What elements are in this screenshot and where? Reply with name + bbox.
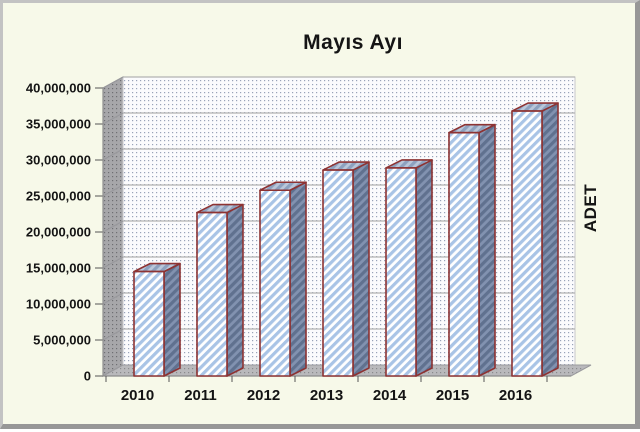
bar-2015 xyxy=(449,133,479,376)
x-tick-label: 2014 xyxy=(373,387,407,404)
x-tick-label: 2010 xyxy=(121,387,154,404)
y-tick-label: 25,000,000 xyxy=(26,189,91,204)
bar-side-2013 xyxy=(353,162,369,376)
x-tick-label: 2011 xyxy=(184,387,217,404)
bar-side-2014 xyxy=(416,160,432,376)
y-tick-label: 5,000,000 xyxy=(33,333,91,348)
bar-2011 xyxy=(197,213,227,376)
x-tick-label: 2016 xyxy=(499,387,532,404)
bar-side-2015 xyxy=(479,125,495,376)
y-tick-label: 10,000,000 xyxy=(26,297,91,312)
y-tick-label: 30,000,000 xyxy=(26,153,91,168)
bar-chart-3d: 0 5,000,000 10,000,000 15,000,000 20,000,000… xyxy=(3,3,640,432)
y-axis-title: ADET xyxy=(573,148,609,268)
x-tick-label: 2015 xyxy=(436,387,469,404)
y-axis-title-text: ADET xyxy=(581,184,601,232)
y-tick-label: 40,000,000 xyxy=(26,81,91,96)
x-tick-label: 2012 xyxy=(247,387,280,404)
bar-side-2010 xyxy=(164,264,180,376)
bar-2013 xyxy=(323,170,353,376)
y-tick-label: 0 xyxy=(84,369,91,384)
bar-side-2011 xyxy=(227,205,243,376)
bar-2012 xyxy=(260,190,290,376)
x-tick-label: 2013 xyxy=(310,387,343,404)
chart-title: Mayıs Ayı xyxy=(103,31,603,57)
bar-side-2016 xyxy=(542,103,558,376)
y-tick-label: 35,000,000 xyxy=(26,117,91,132)
y-tick-label: 20,000,000 xyxy=(26,225,91,240)
bar-side-2012 xyxy=(290,182,306,376)
bar-2016 xyxy=(512,111,542,376)
bar-2010 xyxy=(134,272,164,376)
bar-2014 xyxy=(386,168,416,376)
y-tick-label: 15,000,000 xyxy=(26,261,91,276)
